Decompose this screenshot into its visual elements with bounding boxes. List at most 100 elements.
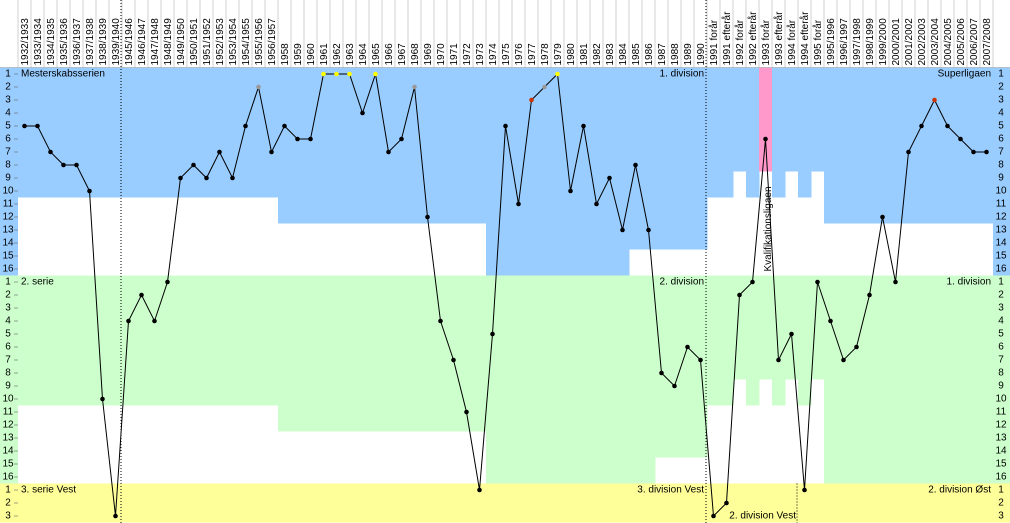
position-point xyxy=(412,84,417,90)
position-point xyxy=(516,201,521,207)
league-size xyxy=(200,275,214,406)
y-tick-label: 6 xyxy=(5,134,11,145)
season-label: 1946/1947 xyxy=(137,18,148,66)
season-label: 1949/1950 xyxy=(176,18,187,66)
league-size xyxy=(720,67,734,198)
season-label: 2006/2007 xyxy=(969,18,980,66)
season-label: 1990 xyxy=(696,43,707,66)
league-size xyxy=(486,275,500,484)
season-label: 1995/1996 xyxy=(826,18,837,66)
league-size xyxy=(525,275,539,484)
position-point xyxy=(243,123,248,129)
position-point xyxy=(425,214,430,220)
season-label: 1997/1998 xyxy=(852,18,863,66)
position-point xyxy=(178,175,183,181)
league-size xyxy=(811,67,825,172)
y-tick-label-right: 10 xyxy=(995,394,1007,405)
division-label: 1. division xyxy=(947,277,991,288)
season-label: 1994 forår xyxy=(786,19,798,65)
season-label: 1992 efterår xyxy=(747,11,759,66)
season-label: 1947/1948 xyxy=(150,18,161,66)
season-label: 1960 xyxy=(306,43,317,66)
position-point xyxy=(334,71,339,77)
y-tick-label-right: 15 xyxy=(995,251,1007,262)
league-size xyxy=(356,67,370,224)
y-tick-label-right: 15 xyxy=(995,459,1007,470)
season-label: 1979 xyxy=(553,43,564,66)
league-size xyxy=(681,67,695,250)
position-point xyxy=(828,318,833,324)
league-size xyxy=(785,67,799,172)
position-point xyxy=(438,318,443,324)
league-size xyxy=(343,275,357,432)
league-size xyxy=(655,67,669,250)
league-band xyxy=(0,483,1010,523)
league-size xyxy=(733,67,747,172)
league-size xyxy=(460,67,474,224)
position-point xyxy=(867,292,872,298)
position-point xyxy=(321,71,326,77)
y-tick-label-right: 14 xyxy=(995,446,1007,457)
y-tick-label-right: 11 xyxy=(996,407,1007,418)
position-point xyxy=(87,188,92,194)
position-point xyxy=(529,97,534,103)
position-point xyxy=(659,370,664,376)
season-label: 1986 xyxy=(644,43,655,66)
y-tick-label-right: 4 xyxy=(998,108,1004,119)
season-label: 1968 xyxy=(410,43,421,66)
league-size xyxy=(473,275,487,432)
season-label: 1971 xyxy=(449,43,460,66)
position-point xyxy=(139,292,144,298)
season-label: 1956/1957 xyxy=(267,18,278,66)
position-point xyxy=(217,149,222,155)
position-point xyxy=(919,123,924,129)
league-size xyxy=(330,275,344,432)
position-point xyxy=(204,175,209,181)
league-size xyxy=(915,67,929,224)
division-label: 2. division Vest xyxy=(729,511,796,522)
season-label: 2003/2004 xyxy=(930,18,941,66)
position-point xyxy=(191,162,196,168)
league-backgrounds xyxy=(0,67,1010,523)
season-label: 1934/1935 xyxy=(46,18,57,66)
y-tick-label: 15 xyxy=(2,251,14,262)
league-size xyxy=(564,67,578,276)
league-size xyxy=(798,67,812,198)
season-label: 1948/1949 xyxy=(163,18,174,66)
y-tick-label: 14 xyxy=(2,238,14,249)
season-label: 1980 xyxy=(566,43,577,66)
league-size xyxy=(109,67,123,198)
league-size xyxy=(473,67,487,224)
y-tick-label-right: 7 xyxy=(998,147,1004,158)
position-point xyxy=(698,357,703,363)
y-tick-label-right: 9 xyxy=(998,381,1004,392)
league-size xyxy=(928,67,942,224)
league-size xyxy=(707,67,721,198)
league-size xyxy=(148,275,162,406)
league-size xyxy=(889,67,903,224)
season-label: 1967 xyxy=(397,43,408,66)
league-size xyxy=(603,275,617,484)
league-size xyxy=(200,67,214,198)
position-point xyxy=(100,396,105,402)
position-point xyxy=(971,149,976,155)
league-size xyxy=(772,67,786,198)
y-tick-label: 3 xyxy=(5,95,11,106)
league-size xyxy=(174,67,188,198)
position-point xyxy=(477,487,482,493)
league-size xyxy=(356,275,370,432)
league-size xyxy=(837,67,851,224)
league-size xyxy=(304,67,318,224)
league-size xyxy=(187,67,201,198)
y-tick-label-right: 2 xyxy=(998,82,1004,93)
y-tick-label-right: 5 xyxy=(998,121,1004,132)
position-point xyxy=(984,149,989,155)
season-label: 1977 xyxy=(527,43,538,66)
league-size xyxy=(343,67,357,224)
position-point xyxy=(607,175,612,181)
position-point xyxy=(282,123,287,129)
season-label: 1993 forår xyxy=(760,19,772,65)
league-size xyxy=(226,275,240,406)
